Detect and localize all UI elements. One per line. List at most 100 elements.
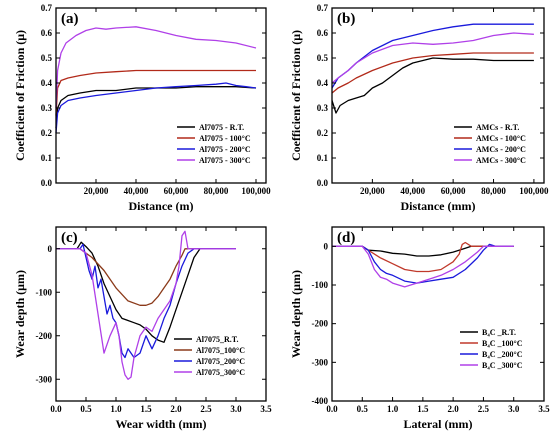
x-tick-label: 1.5 (140, 404, 152, 414)
panel-b: 20,000 40,000 60,000 80,000 100,000 0.0 0.1 0.2… (289, 3, 549, 213)
legend-entry: AMCs - 200°C (476, 145, 526, 154)
y-axis-label: Wear depth (μm) (13, 270, 27, 358)
x-tick-label: 0.5 (357, 404, 369, 414)
x-tick-label: 100,000 (241, 186, 271, 196)
x-axis-label: Wear width (mm) (115, 417, 206, 431)
series-line-3 (55, 82, 257, 134)
x-tick-label: 100,000 (519, 186, 549, 196)
panel-a: 20,000 40,000 60,000 80,000 100,000 0.0 0.1 0.2… (13, 3, 271, 213)
x-tick-label: 3.5 (260, 404, 272, 414)
x-axis-label: Distance (mm) (401, 199, 476, 213)
series-line-4 (56, 230, 236, 380)
y-tick-label: -300 (36, 374, 53, 384)
series-line-2 (55, 69, 256, 116)
legend-entry: Al7075 - R.T. (199, 123, 244, 132)
x-tick-label: 2.5 (478, 404, 490, 414)
x-tick-label: 80,000 (204, 186, 229, 196)
series-line-1 (55, 86, 257, 129)
legend: B₄C _R.T. B₄C _100°C B₄C _200°C B₄C _300°C (460, 328, 523, 370)
y-tick-label: -100 (36, 287, 53, 297)
y-tick-label: 0.5 (317, 53, 329, 63)
plot-frame (331, 7, 545, 184)
series-line-1 (56, 241, 236, 343)
series-line-2 (56, 248, 236, 306)
plot-frame (55, 7, 267, 184)
y-tick-label: 0.4 (317, 78, 329, 88)
x-tick-label: 0.0 (50, 404, 62, 414)
legend-entry: AMCs - 300°C (476, 156, 526, 165)
legend-entry: Al7075 - 300°C (199, 156, 251, 165)
panel-label: (a) (61, 11, 79, 27)
panel-d: 0.0 0.5 1.0 1.5 2.0 2.5 3.0 3.5 0 -100 -200 -300 -40… (289, 226, 550, 431)
panel-label: (c) (61, 230, 78, 246)
y-tick-label: 0.7 (41, 3, 53, 13)
y-tick-label: 0.1 (41, 153, 53, 163)
plot-frame (55, 226, 267, 402)
x-axis-label: Distance (m) (129, 199, 194, 213)
legend-entry: B₄C _R.T. (482, 328, 516, 337)
series-line-4 (55, 26, 257, 109)
y-tick-label: 0.4 (41, 78, 53, 88)
series-line-4 (332, 245, 514, 288)
y-tick-label: 0.0 (41, 178, 53, 188)
series-line-2 (332, 241, 514, 273)
legend: AMCs - R.T. AMCs - 100°C AMCs - 200°C AMCs … (454, 123, 526, 165)
panel-c: 0.0 0.5 1.0 1.5 2.0 2.5 3.0 3.5 0 -100 -200 -300 Wea… (13, 226, 272, 431)
x-tick-label: 60,000 (164, 186, 189, 196)
x-tick-label: 2.0 (448, 404, 460, 414)
y-tick-label: 0.1 (317, 153, 329, 163)
x-tick-label: 0.0 (326, 404, 338, 414)
panel-label: (b) (337, 11, 355, 27)
y-tick-label: 0 (48, 244, 53, 254)
series-line-3 (332, 243, 514, 284)
y-tick-label: 0 (324, 241, 329, 251)
x-tick-label: 3.0 (508, 404, 520, 414)
y-tick-label: 0.5 (41, 53, 53, 63)
x-tick-label: 40,000 (400, 186, 425, 196)
x-tick-label: 80,000 (481, 186, 506, 196)
legend-entry: AMCs - R.T. (476, 123, 519, 132)
x-tick-label: 3.5 (538, 404, 550, 414)
panel-label: (d) (337, 230, 355, 246)
y-axis-label: Coefficient of Friction (μ) (13, 30, 27, 161)
series-line-2 (331, 52, 534, 94)
x-tick-label: 20,000 (84, 186, 109, 196)
legend-entry: AMCs - 100°C (476, 134, 526, 143)
y-tick-label: 0.6 (41, 28, 53, 38)
x-tick-label: 40,000 (124, 186, 149, 196)
y-tick-label: 0.6 (317, 28, 329, 38)
legend-entry: Al7075_300°C (196, 368, 245, 377)
y-tick-label: -200 (312, 319, 329, 329)
y-tick-label: 0.3 (41, 103, 53, 113)
legend-entry: Al7075 - 100°C (199, 134, 251, 143)
legend-entry: Al7075 - 200°C (199, 145, 251, 154)
y-axis-label: Coefficient of Friction (μ) (289, 30, 303, 161)
x-tick-label: 20,000 (360, 186, 385, 196)
y-tick-label: 0.3 (317, 103, 329, 113)
y-tick-label: 0.2 (41, 128, 53, 138)
x-tick-label: 1.0 (110, 404, 122, 414)
x-tick-label: 3.0 (230, 404, 242, 414)
y-tick-label: 0.2 (317, 128, 329, 138)
x-tick-label: 60,000 (441, 186, 466, 196)
x-tick-label: 0.5 (80, 404, 92, 414)
y-tick-label: 0.0 (317, 178, 329, 188)
legend-entry: B₄C _100°C (482, 339, 523, 348)
y-tick-label: -200 (36, 331, 53, 341)
series-line-4 (331, 32, 534, 84)
legend-entry: B₄C _200°C (482, 350, 523, 359)
legend-entry: B₄C _300°C (482, 361, 523, 370)
y-tick-label: -400 (312, 396, 329, 406)
legend: Al7075_R.T. Al7075_100°C Al7075_200°C Al707… (174, 335, 245, 377)
x-tick-label: 2.5 (200, 404, 212, 414)
series-line-1 (331, 57, 534, 114)
y-tick-label: 0.7 (317, 3, 329, 13)
legend-entry: Al7075_R.T. (196, 335, 239, 344)
y-tick-label: -300 (312, 357, 329, 367)
x-tick-label: 1.5 (417, 404, 429, 414)
x-axis-label: Lateral (mm) (404, 417, 473, 431)
plot-frame (331, 226, 545, 402)
y-axis-label: Wear depth (μm) (289, 270, 303, 358)
